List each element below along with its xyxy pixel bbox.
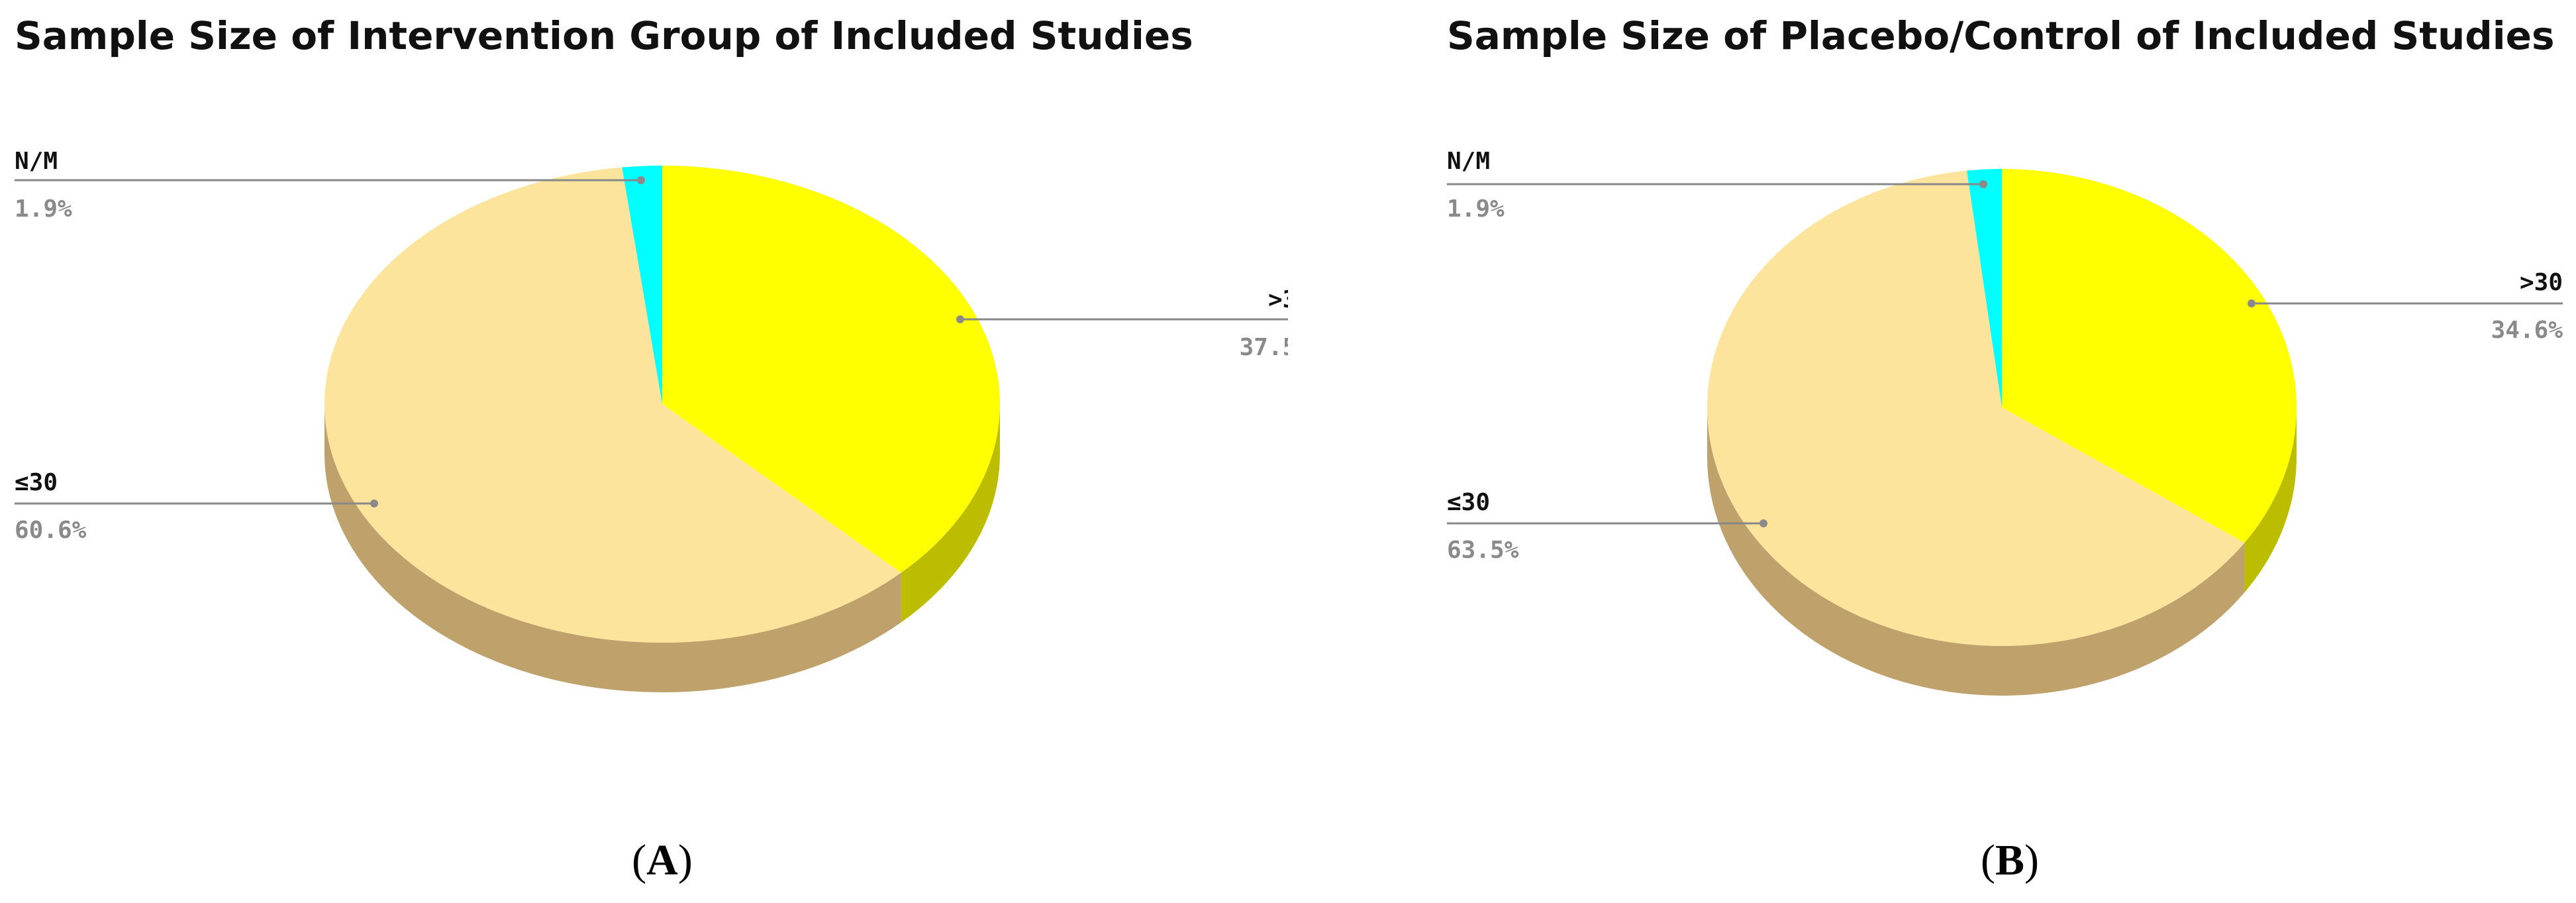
pie-chart-a: Sample Size of Intervention Group of Inc…: [15, 13, 1288, 884]
leader-dot: [370, 500, 378, 507]
pie-slice: [662, 166, 1001, 573]
pie-labels: >30 34.6% ≤30 63.5% N/M 1.9%: [1447, 148, 2563, 564]
slice-percent: 34.6%: [2491, 317, 2563, 344]
pie-slice: [324, 167, 901, 643]
pie-slice-side: [901, 404, 1000, 623]
leader-dot: [956, 315, 964, 323]
slice-label: ≤30: [15, 469, 58, 496]
chart-panel-a: Sample Size of Intervention Group of Inc…: [15, 13, 1288, 884]
pie-labels: >30 37.5% ≤30 60.6% N/M 1.9%: [15, 148, 1288, 544]
pie-top: [1707, 169, 2297, 646]
chart-title: Sample Size of Intervention Group of Inc…: [15, 13, 1193, 58]
slice-percent: 63.5%: [1447, 537, 1519, 564]
chart-panel-b: Sample Size of Placebo/Control of Includ…: [1288, 0, 2576, 903]
slice-label: N/M: [1447, 148, 1490, 175]
slice-label: N/M: [15, 148, 58, 175]
chart-title: Sample Size of Placebo/Control of Includ…: [1447, 13, 2555, 58]
pie-slice: [1967, 169, 2002, 407]
pie-slice: [2002, 169, 2297, 543]
slice-label: ≤30: [1447, 489, 1490, 516]
panel-label: (B): [1981, 836, 2039, 884]
pie-sides: [324, 404, 1000, 692]
pie-slice-side: [1707, 407, 2245, 696]
pie-slice: [1707, 170, 2245, 646]
leader-dot: [1979, 180, 1987, 188]
leader-dot: [1759, 519, 1767, 527]
slice-percent: 37.5%: [1240, 334, 1288, 361]
slice-label: >30: [1268, 286, 1288, 313]
slice-percent: 1.9%: [15, 195, 72, 223]
pie-slice-side: [324, 404, 901, 692]
pie-slice: [622, 166, 662, 404]
pie-slice-side: [2244, 407, 2297, 593]
slice-percent: 1.9%: [1447, 195, 1505, 223]
slice-label: >30: [2520, 269, 2563, 296]
leader-dot: [637, 176, 645, 184]
pie-sides: [1707, 407, 2297, 696]
pie-chart-b: Sample Size of Placebo/Control of Includ…: [1447, 13, 2563, 884]
leader-dot: [2248, 299, 2255, 307]
panel-label: (A): [632, 836, 693, 884]
pie-top: [324, 166, 1001, 643]
slice-percent: 60.6%: [15, 517, 87, 544]
